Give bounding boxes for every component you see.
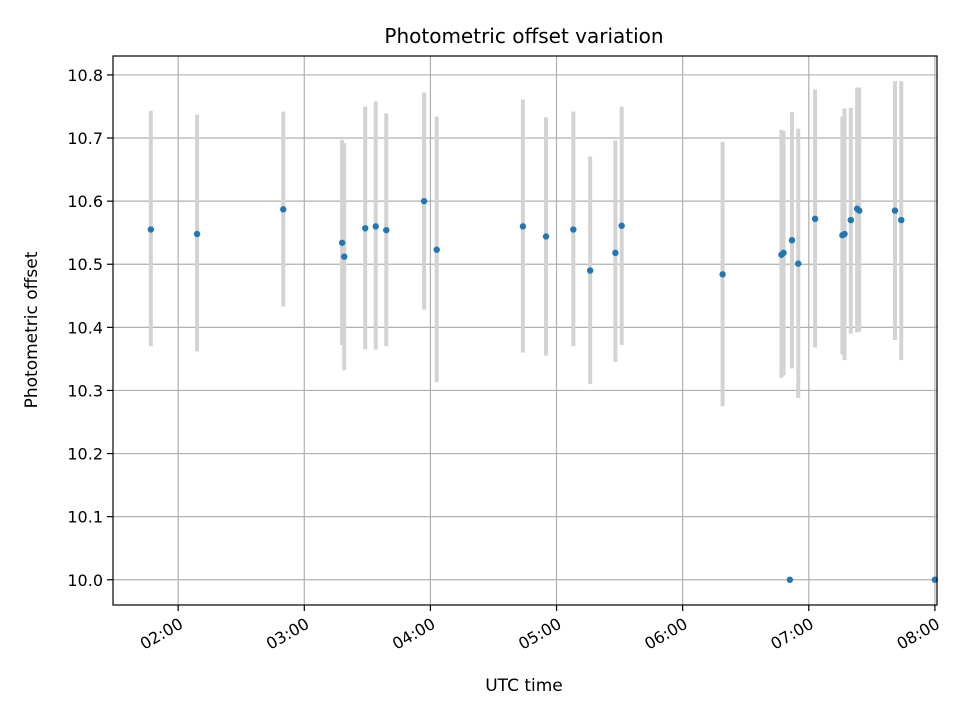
- x-tick-label: 04:00: [389, 614, 438, 654]
- chart-title: Photometric offset variation: [384, 24, 663, 48]
- y-tick-label: 10.3: [67, 381, 103, 400]
- x-tick-label: 06:00: [641, 614, 690, 654]
- data-point: [341, 253, 348, 260]
- y-axis-title: Photometric offset: [22, 251, 42, 408]
- x-axis: 02:00 03:00 04:00 05:00 06:00 07:00 08:00: [137, 605, 943, 654]
- y-tick-label: 10.8: [67, 66, 103, 85]
- data-point: [362, 225, 369, 232]
- data-point: [856, 207, 863, 214]
- data-point: [719, 271, 726, 278]
- plot-frame: [112, 55, 938, 606]
- x-tick-label: 03:00: [263, 614, 312, 654]
- x-tick-label: 02:00: [137, 614, 186, 654]
- data-point: [847, 216, 855, 224]
- y-tick-label: 10.7: [67, 129, 103, 148]
- data-point: [338, 239, 346, 246]
- data-point: [586, 267, 594, 274]
- x-tick-label: 07:00: [767, 614, 816, 654]
- errorbars: [148, 81, 904, 407]
- x-axis-title: UTC time: [485, 676, 563, 696]
- data-point: [786, 576, 794, 583]
- y-tick-label: 10.1: [67, 508, 103, 527]
- y-tick-label: 10.0: [67, 571, 103, 590]
- data-point: [811, 215, 819, 223]
- y-tick-label: 10.4: [67, 318, 103, 337]
- data-point: [898, 216, 905, 224]
- y-axis: 10.0 10.1 10.2 10.3 10.4 10.5 10.6 10.7 10.8: [67, 66, 113, 590]
- data-point: [795, 260, 802, 267]
- data-point: [841, 230, 848, 238]
- data-point: [383, 226, 390, 234]
- data-points: [147, 197, 939, 583]
- data-point: [618, 222, 625, 229]
- data-point: [519, 223, 527, 230]
- data-point: [570, 226, 577, 233]
- data-point: [280, 206, 287, 213]
- y-tick-label: 10.2: [67, 445, 103, 464]
- data-point: [780, 249, 787, 257]
- data-point: [542, 233, 550, 240]
- y-tick-label: 10.5: [67, 255, 103, 274]
- data-point: [147, 226, 155, 233]
- y-tick-label: 10.6: [67, 192, 103, 211]
- data-point: [433, 246, 440, 253]
- data-point: [788, 237, 796, 244]
- data-point: [420, 197, 428, 205]
- x-tick-label: 08:00: [893, 614, 942, 654]
- x-tick-label: 05:00: [515, 614, 564, 654]
- data-point: [891, 207, 899, 214]
- data-point: [612, 249, 619, 257]
- data-point: [372, 223, 379, 230]
- data-point: [193, 230, 201, 238]
